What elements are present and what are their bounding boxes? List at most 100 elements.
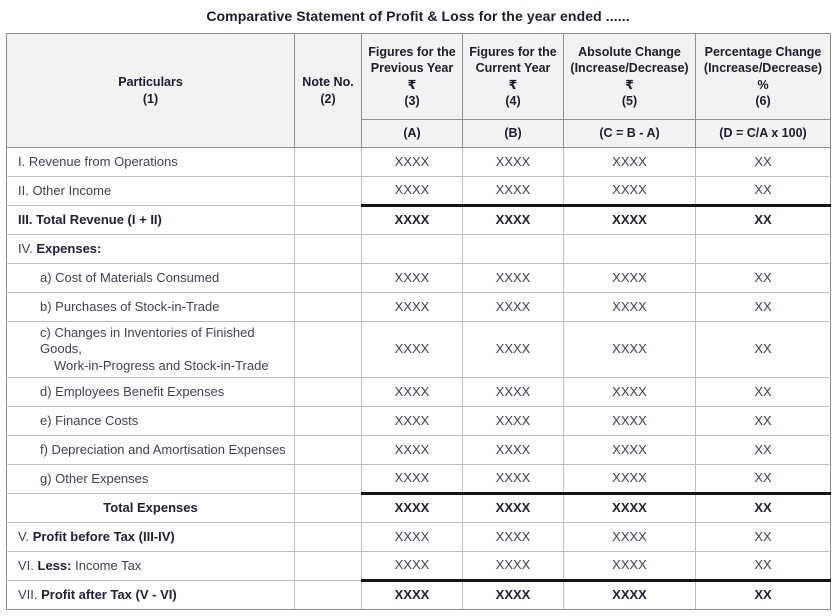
- value-cell: XXXX: [361, 434, 463, 465]
- note-cell: [294, 492, 362, 523]
- particulars-cell: e) Finance Costs: [6, 405, 295, 436]
- value-cell: XXXX: [563, 176, 696, 206]
- note-cell: [294, 321, 362, 378]
- value-cell: XX: [695, 491, 831, 523]
- value-cell: XXXX: [462, 204, 564, 235]
- table-row: f) Depreciation and Amortisation Expense…: [6, 434, 831, 465]
- value-cell: XX: [695, 376, 831, 407]
- table-row-total-expenses: Total Expenses XXXX XXXX XXXX XX: [6, 491, 831, 523]
- header-particulars-line2: (1): [142, 91, 159, 106]
- value-cell: XXXX: [462, 263, 564, 293]
- value-cell: XXXX: [563, 204, 696, 235]
- value-cell: XXXX: [361, 376, 463, 407]
- note-cell: [294, 579, 362, 610]
- value-cell: XXXX: [361, 578, 463, 610]
- value-cell: XXXX: [462, 405, 564, 436]
- header-current-year: Figures for the Current Year ₹ (4): [462, 33, 564, 120]
- particulars-cell: VII. Profit after Tax (V - VI): [6, 579, 295, 610]
- value-cell: XXXX: [563, 578, 696, 610]
- value-cell: [462, 234, 564, 264]
- header-formula-c: (C = B - A): [563, 119, 696, 148]
- table-row-profit-after-tax: VII. Profit after Tax (V - VI) XXXX XXXX…: [6, 578, 831, 610]
- header-note-line1: Note No.: [302, 75, 354, 89]
- note-cell: [294, 205, 362, 235]
- note-cell: [294, 405, 362, 436]
- particulars-cell: V. Profit before Tax (III-IV): [6, 521, 295, 552]
- value-cell: XXXX: [563, 463, 696, 494]
- value-cell: XXXX: [462, 550, 564, 581]
- table-row: c) Changes in Inventories of Finished Go…: [6, 321, 831, 378]
- value-cell: XXXX: [361, 405, 463, 436]
- particulars-cell: a) Cost of Materials Consumed: [6, 263, 295, 293]
- table-row-profit-before-tax: V. Profit before Tax (III-IV) XXXX XXXX …: [6, 521, 831, 552]
- value-cell: XX: [695, 434, 831, 465]
- particulars-cell: Total Expenses: [6, 492, 295, 523]
- rupee-symbol: ₹: [508, 77, 518, 92]
- particulars-cell: b) Purchases of Stock-in-Trade: [6, 292, 295, 322]
- value-cell: XXXX: [563, 550, 696, 581]
- page-title: Comparative Statement of Profit & Loss f…: [206, 8, 630, 24]
- value-cell: XXXX: [563, 491, 696, 523]
- particulars-cell: g) Other Expenses: [6, 463, 295, 494]
- value-cell: XX: [695, 521, 831, 552]
- particulars-cell: d) Employees Benefit Expenses: [6, 376, 295, 407]
- particulars-cell: VI. Less: Income Tax: [6, 550, 295, 581]
- header-particulars-line1: Particulars: [118, 75, 183, 89]
- header-note-no: Note No. (2): [294, 33, 362, 148]
- value-cell: XX: [695, 578, 831, 610]
- particulars-cell: IV. Expenses:: [6, 234, 295, 264]
- value-cell: XXXX: [462, 521, 564, 552]
- value-cell: XXXX: [563, 521, 696, 552]
- table-body: I. Revenue from Operations XXXX XXXX XXX…: [6, 147, 831, 610]
- table-row: a) Cost of Materials Consumed XXXX XXXX …: [6, 263, 831, 293]
- value-cell: XXXX: [563, 405, 696, 436]
- header-row-formula: (A) (B) (C = B - A) (D = C/A x 100): [7, 119, 831, 148]
- value-cell: XX: [695, 147, 831, 177]
- value-cell: XXXX: [361, 463, 463, 494]
- value-cell: XX: [695, 292, 831, 322]
- value-cell: XXXX: [563, 292, 696, 322]
- table-row: IV. Expenses:: [6, 234, 831, 264]
- note-cell: [294, 147, 362, 177]
- value-cell: XX: [695, 405, 831, 436]
- header-row-main: Particulars (1) Note No. (2) Figures for…: [6, 33, 831, 148]
- header-note-line2: (2): [320, 91, 336, 106]
- value-cell: XXXX: [563, 376, 696, 407]
- note-cell: [294, 463, 362, 494]
- value-cell: XX: [695, 463, 831, 494]
- value-cell: XXXX: [462, 147, 564, 177]
- table-row: e) Finance Costs XXXX XXXX XXXX XX: [6, 405, 831, 436]
- note-cell: [294, 176, 362, 206]
- note-cell: [294, 292, 362, 322]
- table-row-total-revenue: III. Total Revenue (I + II) XXXX XXXX XX…: [6, 204, 831, 235]
- value-cell: [563, 234, 696, 264]
- rupee-symbol: ₹: [625, 77, 634, 92]
- value-cell: XXXX: [462, 376, 564, 407]
- value-cell: [361, 234, 463, 264]
- note-cell: [294, 234, 362, 264]
- header-previous-year: Figures for the Previous Year ₹ (3): [361, 33, 463, 120]
- note-cell: [294, 376, 362, 407]
- value-cell: XX: [695, 204, 831, 235]
- value-cell: XXXX: [361, 176, 463, 206]
- table-row: I. Revenue from Operations XXXX XXXX XXX…: [6, 147, 831, 177]
- note-cell: [294, 521, 362, 552]
- header-formula-a: (A): [361, 119, 463, 148]
- note-cell: [294, 263, 362, 293]
- table-row: II. Other Income XXXX XXXX XXXX XX: [6, 176, 831, 206]
- table-row: d) Employees Benefit Expenses XXXX XXXX …: [6, 376, 831, 407]
- value-cell: XXXX: [361, 491, 463, 523]
- header-particulars: Particulars (1): [6, 33, 295, 148]
- value-cell: XXXX: [361, 204, 463, 235]
- percent-symbol: %: [757, 77, 769, 92]
- value-cell: XXXX: [462, 491, 564, 523]
- note-cell: [294, 434, 362, 465]
- value-cell: XXXX: [563, 263, 696, 293]
- value-cell: XXXX: [462, 176, 564, 206]
- header-formula-d: (D = C/A x 100): [695, 119, 831, 148]
- value-cell: XXXX: [462, 578, 564, 610]
- value-cell: XX: [695, 263, 831, 293]
- value-cell: XX: [695, 550, 831, 581]
- particulars-cell: I. Revenue from Operations: [6, 147, 295, 177]
- value-cell: XXXX: [563, 434, 696, 465]
